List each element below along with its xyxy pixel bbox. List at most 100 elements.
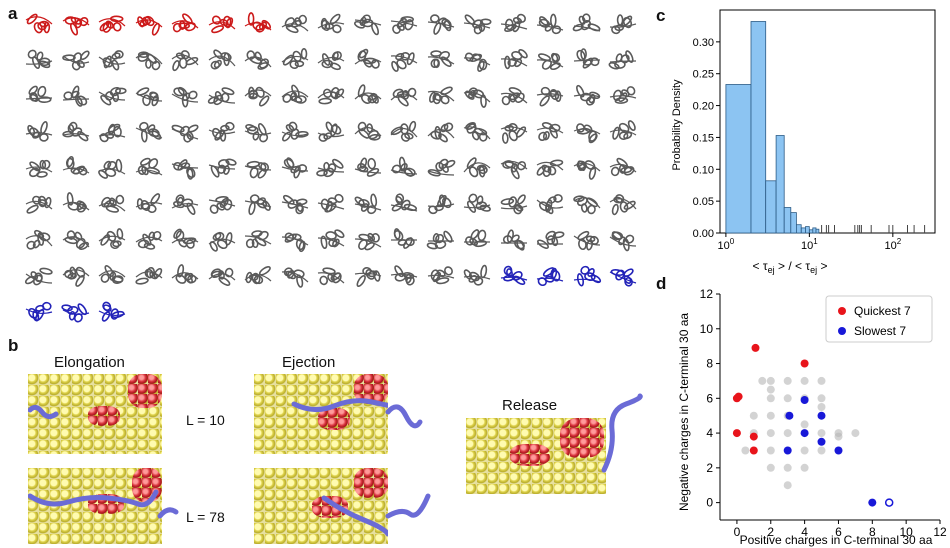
y-tick-label: 0 — [706, 496, 713, 510]
protein-structure — [95, 226, 129, 254]
protein-structure — [59, 10, 93, 38]
protein-structure — [570, 226, 604, 254]
scatter-point-quickest — [749, 446, 758, 455]
protein-structure — [168, 154, 202, 182]
scatter-point-other — [817, 376, 826, 385]
protein-structure — [168, 46, 202, 74]
protein-structure — [241, 10, 275, 38]
protein-structure — [387, 46, 421, 74]
scatter-point-other — [817, 394, 826, 403]
protein-structure — [497, 10, 531, 38]
scatter-point-other — [800, 420, 809, 429]
protein-structure — [278, 46, 312, 74]
protein-structure — [351, 262, 385, 290]
y-tick-label: 0.10 — [693, 164, 714, 176]
histogram-bar — [750, 21, 767, 234]
y-tick-label: 0.05 — [693, 196, 714, 208]
protein-structure — [533, 82, 567, 110]
protein-structure — [314, 154, 348, 182]
protein-structure — [570, 46, 604, 74]
scatter-point-slowest — [868, 498, 877, 507]
protein-structure — [168, 226, 202, 254]
protein-structure — [241, 190, 275, 218]
protein-structure — [606, 190, 640, 218]
legend-marker — [838, 327, 846, 335]
protein-structure — [95, 190, 129, 218]
protein-structure — [59, 118, 93, 146]
protein-structure — [387, 118, 421, 146]
protein-structure — [132, 118, 166, 146]
protein-structure — [22, 262, 56, 290]
panel-letter-d: d — [656, 274, 667, 293]
protein-structure — [351, 118, 385, 146]
legend-label: Quickest 7 — [854, 304, 911, 318]
protein-structure — [533, 118, 567, 146]
protein-structure — [497, 262, 531, 290]
protein-structure — [424, 262, 458, 290]
protein-structure — [205, 154, 239, 182]
protein-structure — [497, 46, 531, 74]
protein-structure — [387, 82, 421, 110]
protein-structure — [59, 226, 93, 254]
scatter-point-other — [851, 429, 860, 438]
protein-structure — [314, 262, 348, 290]
y-tick-label: 4 — [706, 426, 713, 440]
x-tick-label: 12 — [933, 525, 947, 539]
protein-structure — [95, 262, 129, 290]
scatter-point-other — [817, 429, 826, 438]
y-tick-label: 0.20 — [693, 101, 714, 113]
protein-structure — [606, 226, 640, 254]
scatter-point-quickest — [800, 359, 809, 368]
protein-structure — [59, 262, 93, 290]
scatter-x-label: Positive charges in C-terminal 30 aa — [740, 533, 933, 547]
protein-structure — [314, 226, 348, 254]
protein-structure — [132, 190, 166, 218]
y-tick-label: 8 — [706, 357, 713, 371]
scatter-y-label: Negative charges in C-terminal 30 aa — [677, 313, 691, 511]
panel-letter-b: b — [8, 336, 19, 355]
x-tick-label: 4 — [801, 525, 808, 539]
protein-structure — [606, 82, 640, 110]
legend-label: Slowest 7 — [854, 324, 906, 338]
protein-structure — [497, 82, 531, 110]
protein-structure — [460, 154, 494, 182]
protein-structure — [387, 190, 421, 218]
scatter-point-slowest — [817, 411, 826, 420]
length-label-top: L = 10 — [186, 412, 225, 428]
protein-structure — [606, 46, 640, 74]
protein-structure — [168, 10, 202, 38]
protein-structure — [424, 118, 458, 146]
y-tick-label: 12 — [700, 287, 714, 301]
protein-structure — [351, 46, 385, 74]
protein-structure — [59, 154, 93, 182]
histogram-bar — [790, 212, 797, 234]
protein-structure — [460, 82, 494, 110]
protein-structure — [95, 46, 129, 74]
protein-structure — [241, 82, 275, 110]
protein-structure — [95, 10, 129, 38]
protein-structure — [314, 82, 348, 110]
scatter-point-other — [766, 446, 775, 455]
protein-structure — [241, 46, 275, 74]
protein-structure — [314, 190, 348, 218]
panel-letter-c: c — [656, 6, 666, 25]
protein-structure — [351, 226, 385, 254]
panel-letter-a: a — [8, 4, 18, 23]
y-tick-label: 0.30 — [693, 37, 714, 49]
protein-structure — [168, 82, 202, 110]
protein-structure — [460, 226, 494, 254]
protein-structure-gallery — [22, 10, 642, 332]
scatter-point-slowest — [785, 411, 794, 420]
protein-structure — [314, 46, 348, 74]
protein-structure — [278, 118, 312, 146]
protein-structure — [460, 10, 494, 38]
protein-structure — [497, 118, 531, 146]
protein-structure — [424, 154, 458, 182]
scatter-point-other — [783, 463, 792, 472]
scatter-point-other — [800, 446, 809, 455]
histogram-y-label: Probability Density — [671, 79, 683, 171]
scatter-point-other — [749, 411, 758, 420]
protein-structure — [497, 154, 531, 182]
protein-structure — [95, 82, 129, 110]
